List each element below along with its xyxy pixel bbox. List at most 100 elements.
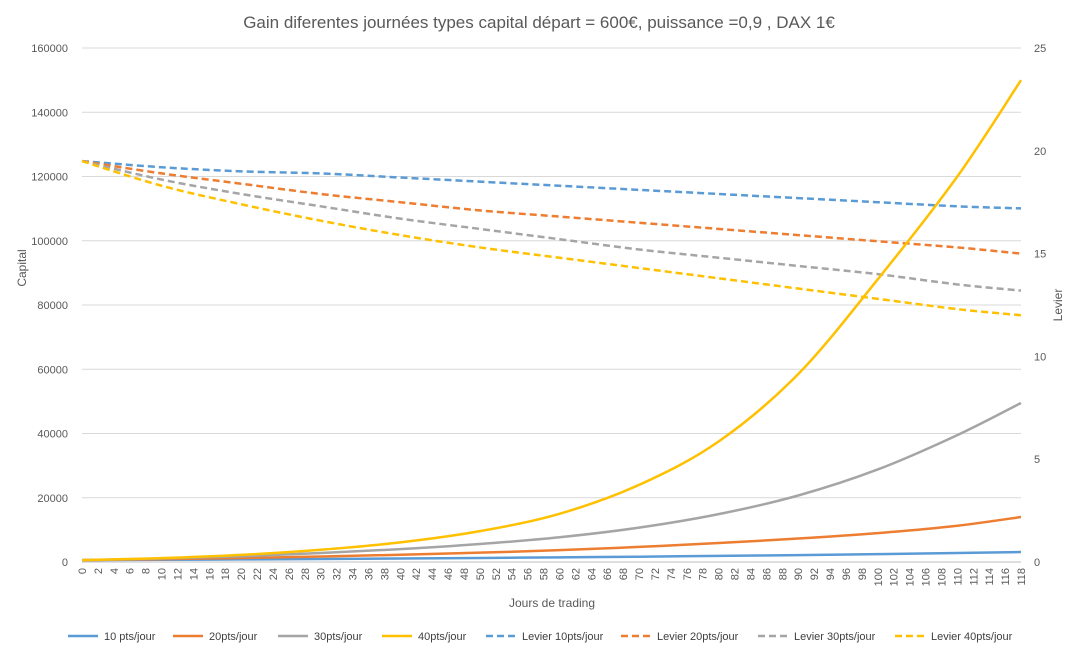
x-tick-label: 82 — [730, 568, 742, 580]
chart-title: Gain diferentes journées types capital d… — [243, 13, 835, 32]
x-tick-label: 64 — [586, 568, 598, 580]
x-tick-label: 108 — [936, 568, 948, 586]
x-tick-label: 102 — [889, 568, 901, 586]
series-group — [81, 79, 1023, 562]
y-tick-label: 120000 — [31, 172, 68, 184]
x-tick-label: 72 — [650, 568, 662, 580]
y-tick-label: 20000 — [37, 493, 68, 505]
x-tick-label: 50 — [475, 568, 487, 580]
x-tick-label: 88 — [777, 568, 789, 580]
x-tick-label: 28 — [300, 568, 312, 580]
x-tick-label: 34 — [348, 568, 360, 580]
series-line — [81, 159, 1022, 210]
legend-label: Levier 40pts/jour — [931, 631, 1013, 643]
x-tick-label: 80 — [714, 568, 726, 580]
y-tick-label: 100000 — [31, 236, 68, 248]
y-tick-label: 160000 — [31, 43, 68, 55]
x-tick-label: 116 — [1000, 568, 1012, 586]
x-tick-label: 106 — [921, 568, 933, 586]
x-tick-label: 48 — [459, 568, 471, 580]
y2-tick-label: 0 — [1034, 557, 1040, 569]
y-tick-label: 60000 — [37, 364, 68, 376]
x-tick-label: 4 — [109, 568, 121, 574]
x-tick-label: 40 — [395, 568, 407, 580]
x-tick-label: 42 — [411, 568, 423, 580]
x-tick-label: 12 — [172, 568, 184, 580]
x-tick-label: 92 — [809, 568, 821, 580]
x-tick-label: 68 — [618, 568, 630, 580]
x-tick-label: 38 — [379, 568, 391, 580]
x-tick-label: 36 — [363, 568, 375, 580]
legend-label: Levier 20pts/jour — [657, 631, 739, 643]
x-tick-label: 22 — [252, 568, 264, 580]
series-line — [81, 401, 1022, 562]
x-tick-label: 56 — [523, 568, 535, 580]
legend-label: Levier 10pts/jour — [522, 631, 604, 643]
y2-tick-label: 5 — [1034, 454, 1040, 466]
x-tick-label: 6 — [125, 568, 137, 574]
series-line — [81, 159, 1022, 255]
x-tick-label: 90 — [793, 568, 805, 580]
x-tick-label: 66 — [602, 568, 614, 580]
x-tick-label: 110 — [952, 568, 964, 586]
x-tick-label: 44 — [427, 568, 439, 580]
legend-label: Levier 30pts/jour — [794, 631, 876, 643]
x-tick-label: 10 — [157, 568, 169, 580]
x-tick-label: 118 — [1016, 568, 1028, 586]
y2-tick-label: 15 — [1034, 249, 1046, 261]
y-tick-label: 140000 — [31, 107, 68, 119]
x-tick-label: 20 — [236, 568, 248, 580]
x-tick-label: 46 — [443, 568, 455, 580]
y-tick-label: 0 — [62, 557, 68, 569]
y2-tick-label: 20 — [1034, 146, 1046, 158]
x-tick-label: 18 — [220, 568, 232, 580]
legend-label: 10 pts/jour — [104, 631, 156, 643]
x-tick-label: 14 — [188, 568, 200, 580]
x-tick-label: 104 — [905, 568, 917, 586]
x-tick-label: 94 — [825, 568, 837, 580]
x-tick-label: 52 — [491, 568, 503, 580]
y-axis-title: Capital — [15, 249, 29, 286]
legend-label: 30pts/jour — [314, 631, 363, 643]
x-tick-label: 114 — [984, 568, 996, 586]
y-tick-label: 80000 — [37, 300, 68, 312]
x-tick-label: 62 — [570, 568, 582, 580]
x-tick-label: 16 — [204, 568, 216, 580]
legend-label: 20pts/jour — [209, 631, 258, 643]
x-tick-label: 2 — [93, 568, 105, 574]
x-tick-label: 112 — [968, 568, 980, 586]
legend-label: 40pts/jour — [418, 631, 467, 643]
series-line — [81, 550, 1022, 562]
x-tick-label: 26 — [284, 568, 296, 580]
x-tick-label: 86 — [761, 568, 773, 580]
y2-tick-label: 10 — [1034, 351, 1046, 363]
x-tick-label: 96 — [841, 568, 853, 580]
x-tick-label: 100 — [873, 568, 885, 586]
y2-axis-title: Levier — [1051, 289, 1065, 322]
x-tick-label: 24 — [268, 568, 280, 580]
x-tick-label: 98 — [857, 568, 869, 580]
x-tick-label: 8 — [141, 568, 153, 574]
x-tick-label: 84 — [745, 568, 757, 580]
x-tick-label: 32 — [332, 568, 344, 580]
x-tick-label: 54 — [507, 568, 519, 580]
series-line — [81, 159, 1022, 292]
series-line — [81, 79, 1023, 562]
axes: 0 20000 40000 60000 80000 100000 120000 140000 1… — [31, 43, 1046, 586]
y2-tick-label: 25 — [1034, 43, 1046, 55]
gridlines — [82, 47, 1021, 499]
x-tick-label: 76 — [682, 568, 694, 580]
y-tick-label: 40000 — [37, 429, 68, 441]
x-tick-label: 70 — [634, 568, 646, 580]
series-line — [81, 159, 1022, 317]
x-tick-label: 58 — [539, 568, 551, 580]
x-tick-label: 30 — [316, 568, 328, 580]
x-tick-label: 0 — [77, 568, 89, 574]
legend: 10 pts/jour 20pts/jour 30pts/jour 40pts/jou… — [68, 631, 1013, 643]
x-tick-label: 78 — [698, 568, 710, 580]
x-axis-title: Jours de trading — [509, 596, 595, 610]
x-tick-label: 60 — [554, 568, 566, 580]
series-line — [81, 515, 1022, 562]
